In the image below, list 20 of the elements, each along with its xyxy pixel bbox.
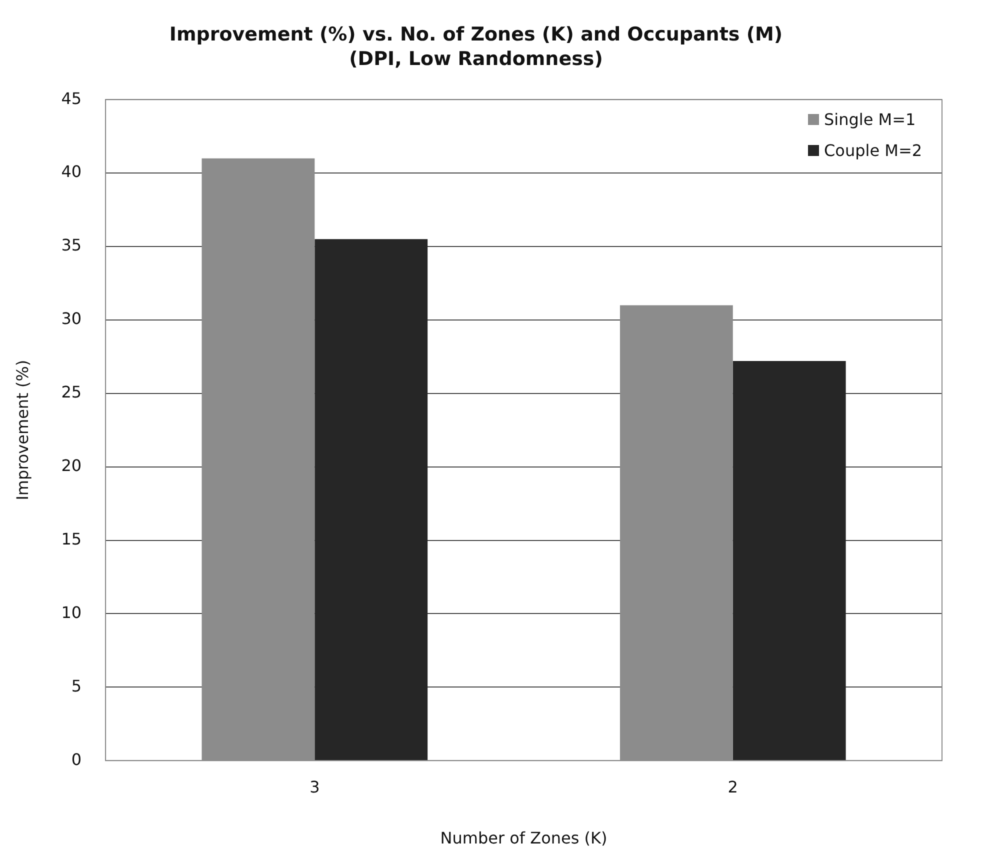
y-tick-label: 40	[61, 162, 82, 182]
y-tick-label: 15	[61, 529, 82, 548]
y-tick-label: 30	[61, 309, 82, 328]
y-tick-label: 25	[61, 382, 82, 402]
x-tick-label: 3	[310, 777, 320, 796]
chart-title: Improvement (%) vs. No. of Zones (K) and Occupants (M)	[169, 23, 783, 46]
legend-label: Single M=1	[824, 110, 916, 129]
y-tick-label: 5	[71, 676, 82, 696]
y-tick-label: 0	[71, 750, 82, 769]
y-tick-label: 10	[61, 602, 82, 622]
legend-label: Couple M=2	[824, 140, 922, 160]
y-axis-title: Improvement (%)	[12, 360, 32, 500]
y-tick-label: 35	[61, 236, 82, 255]
y-tick-label: 45	[61, 88, 82, 108]
x-axis-title: Number of Zones (K)	[440, 828, 608, 848]
chart-subtitle: (DPI, Low Randomness)	[349, 48, 603, 70]
x-tick-label: 2	[728, 777, 738, 796]
bar	[732, 361, 846, 760]
bar	[314, 239, 428, 760]
y-tick-label: 20	[61, 456, 82, 475]
